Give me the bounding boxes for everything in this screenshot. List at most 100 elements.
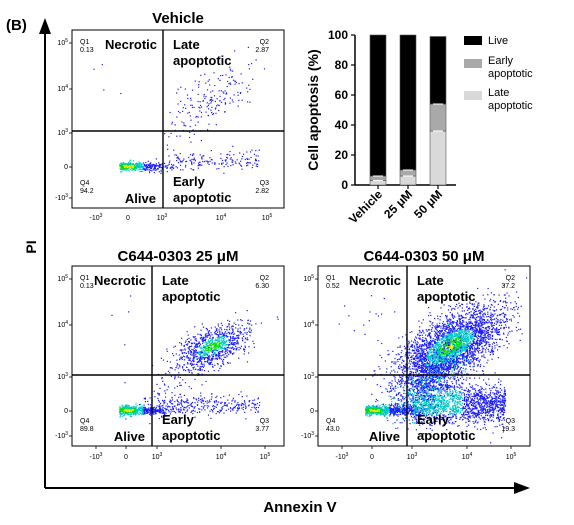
cell-dot [497,416,499,419]
cell-dot [214,163,216,165]
cell-dot [139,412,141,414]
cell-dot [194,158,196,161]
cell-dot [189,125,191,128]
cell-dot [207,161,209,163]
cell-dot [224,331,227,333]
cell-dot [214,342,216,345]
cell-dot [215,344,217,346]
cell-dot [186,357,188,359]
cell-dot [219,355,221,357]
cell-dot [204,335,206,337]
cell-dot [211,363,213,365]
cell-dot [443,408,446,410]
cell-dot [238,334,240,336]
y-tick-label: 103 [57,372,68,381]
cell-dot [439,424,441,426]
cell-dot [443,406,445,408]
cell-dot [454,402,456,404]
cell-dot [452,406,454,408]
cell-dot [205,348,207,350]
cell-dot [134,406,136,408]
cell-dot [437,403,439,405]
cell-dot [198,86,200,88]
cell-dot [478,394,480,396]
cell-dot [214,352,216,354]
cell-dot [249,162,251,164]
cell-dot [140,168,142,170]
cell-dot [205,361,207,363]
cell-dot [128,406,130,408]
cell-dot [419,424,421,426]
cell-dot [161,408,163,410]
cell-dot [125,418,127,420]
cell-dot [407,349,409,351]
cell-dot [210,327,212,329]
cell-dot [438,394,441,396]
cell-dot [146,164,148,166]
cell-dot [135,409,137,411]
cell-dot [436,404,438,406]
cell-dot [203,350,205,352]
cell-dot [482,410,484,412]
cell-dot [434,421,436,423]
cell-dot [419,417,421,419]
cell-dot [457,398,459,401]
cell-dot [232,336,234,338]
cell-dot [93,68,95,70]
cell-dot [396,419,398,421]
cell-dot [190,104,192,106]
cell-dot [440,397,443,399]
quadrant-name-early-line2: apoptotic [173,190,232,205]
cell-dot [232,336,234,338]
cell-dot [477,393,479,395]
cell-dot [237,407,239,410]
cell-dot [448,404,450,406]
cell-dot [404,414,406,416]
cell-dot [124,412,127,414]
cell-dot [416,397,418,399]
cell-dot [188,347,190,349]
cell-dot [475,308,477,311]
cell-dot [412,368,414,370]
cell-dot [229,68,231,70]
cell-dot [210,348,213,350]
cell-dot [248,323,250,325]
cell-dot [480,409,482,412]
cell-dot [248,84,250,86]
cell-dot [441,398,443,400]
cell-dot [251,406,253,409]
flow-plot-title: C644-0303 25 μM [118,248,239,265]
cell-dot [497,381,500,383]
cell-dot [448,416,450,418]
cell-dot [189,404,191,406]
cell-dot [214,326,216,328]
cell-dot [240,92,242,94]
cell-dot [258,149,260,151]
cell-dot [214,349,216,351]
cell-dot [150,166,152,169]
cell-dot [161,163,163,165]
cell-dot [127,410,130,412]
cell-dot [387,404,389,406]
cell-dot [486,403,488,405]
cell-dot [185,340,187,342]
cell-dot [199,154,201,156]
cell-dot [438,396,440,398]
cell-dot [467,407,469,410]
cell-dot [459,412,461,414]
cell-dot [473,377,476,379]
cell-dot [192,358,194,360]
cell-dot [418,399,420,401]
cell-dot [162,410,165,412]
cell-dot [464,407,466,409]
cell-dot [147,160,149,162]
cell-dot [121,169,123,171]
cell-dot [177,364,179,366]
cell-dot [234,342,236,344]
cell-dot [465,400,467,402]
cell-dot [407,413,409,415]
cell-dot [222,337,224,340]
cell-dot [478,395,480,397]
cell-dot [418,411,420,414]
cell-dot [190,351,192,353]
